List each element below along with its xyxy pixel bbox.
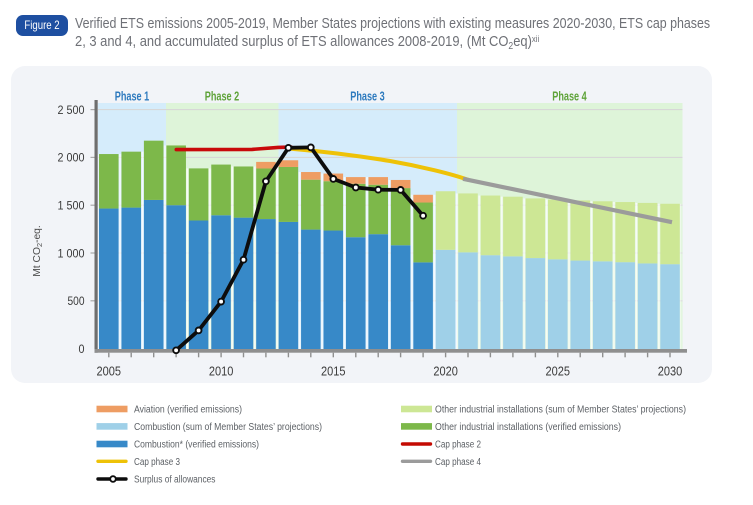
svg-text:2 500: 2 500: [58, 103, 85, 117]
svg-text:Surplus of allowances: Surplus of allowances: [134, 475, 216, 486]
svg-text:2015: 2015: [321, 363, 346, 378]
svg-text:Cap phase 4: Cap phase 4: [435, 457, 481, 468]
svg-text:Other industrial installations: Other industrial installations (verified…: [435, 422, 621, 433]
svg-text:Phase 2: Phase 2: [205, 90, 240, 104]
svg-text:1 000: 1 000: [58, 246, 85, 260]
svg-text:2010: 2010: [209, 363, 234, 378]
svg-text:2005: 2005: [97, 363, 122, 378]
svg-text:Aviation (verified emissions): Aviation (verified emissions): [134, 405, 242, 416]
svg-text:Combustion (sum of Member Stat: Combustion (sum of Member States’ projec…: [134, 422, 322, 433]
svg-text:2 000: 2 000: [58, 151, 85, 165]
svg-text:Mt CO2-eq.: Mt CO2-eq.: [31, 225, 44, 277]
svg-text:Combustion* (verified emission: Combustion* (verified emissions): [134, 440, 259, 451]
svg-text:2025: 2025: [546, 363, 571, 378]
svg-text:0: 0: [79, 342, 85, 356]
svg-text:Phase 1: Phase 1: [115, 90, 150, 104]
svg-text:Cap phase 3: Cap phase 3: [134, 457, 180, 468]
svg-text:Phase 3: Phase 3: [350, 90, 385, 104]
svg-text:Cap phase 2: Cap phase 2: [435, 440, 481, 451]
svg-text:Other industrial installations: Other industrial installations (sum of M…: [435, 405, 686, 416]
svg-text:Phase 4: Phase 4: [552, 90, 587, 104]
svg-text:2020: 2020: [433, 363, 458, 378]
svg-text:500: 500: [68, 294, 85, 308]
svg-text:2030: 2030: [658, 363, 683, 378]
svg-text:1 500: 1 500: [58, 199, 85, 213]
